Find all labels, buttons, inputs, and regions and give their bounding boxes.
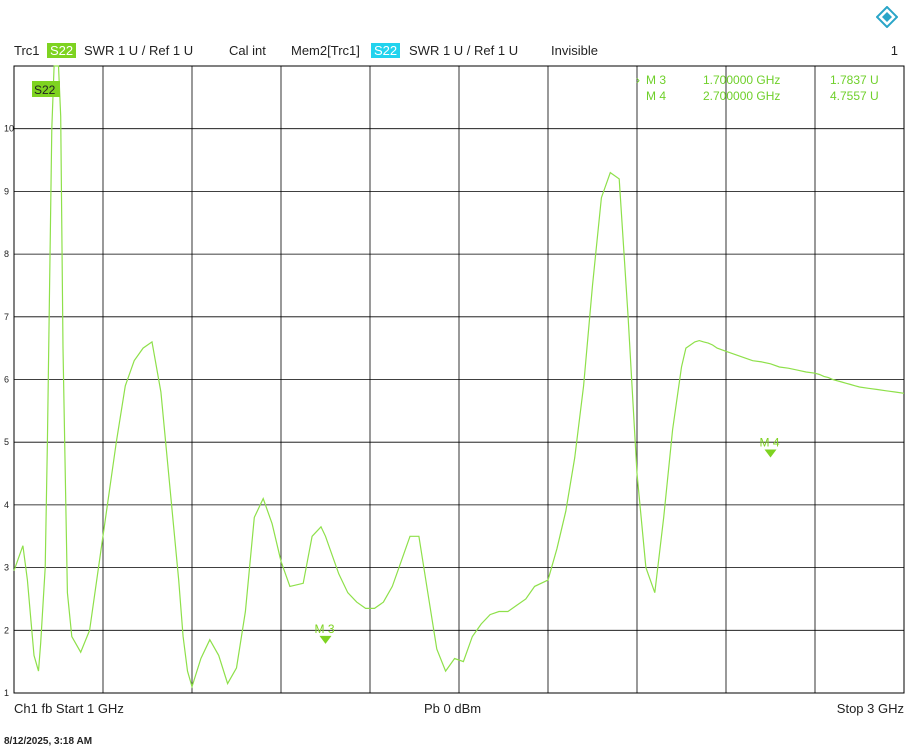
marker-label: M 3 <box>315 622 335 636</box>
trace1-param-chip[interactable]: S22 <box>47 43 77 58</box>
window-number: 1 <box>890 43 898 58</box>
y-tick-label: 1 <box>4 688 9 698</box>
trace-param-box-label: S22 <box>34 83 56 97</box>
marker-table-m3-name: M 3 <box>646 73 666 87</box>
marker-table-m3-value: 1.7837 U <box>830 73 879 87</box>
trace1-scale[interactable]: SWR 1 U / Ref 1 U <box>84 43 194 58</box>
trace1-cal-status: Cal int <box>229 43 266 58</box>
y-tick-label: 7 <box>4 312 9 322</box>
y-tick-label: 5 <box>4 437 9 447</box>
grid-lines <box>14 66 904 693</box>
trace-markers: M 3 M 4 <box>315 436 780 644</box>
marker-table-m3-freq: 1.700000 GHz <box>703 73 780 87</box>
memory-param-chip[interactable]: S22 <box>371 43 401 58</box>
source-power-label[interactable]: Pb 0 dBm <box>424 701 482 716</box>
s22-trace-line <box>13 65 905 689</box>
marker-label: M 4 <box>760 436 780 450</box>
y-tick-label: 9 <box>4 186 9 196</box>
screenshot-timestamp: 8/12/2025, 3:18 AM <box>4 736 93 747</box>
marker-triangle-icon[interactable] <box>764 449 777 458</box>
memory-scale[interactable]: SWR 1 U / Ref 1 U <box>409 43 519 58</box>
marker-triangle-icon[interactable] <box>319 635 332 644</box>
trace1-label[interactable]: Trc1 <box>14 43 40 58</box>
marker-readout-table: › M 3 1.700000 GHz 1.7837 U M 4 2.700000… <box>636 73 879 103</box>
channel-start-label[interactable]: Ch1 fb Start 1 GHz <box>14 701 124 716</box>
y-tick-label: 10 <box>4 124 14 134</box>
marker-table-arrow-icon: › <box>636 73 640 87</box>
marker-table-m4-value: 4.7557 U <box>830 89 879 103</box>
trace-header: Trc1 S22 SWR 1 U / Ref 1 U Cal int Mem2[… <box>14 43 898 61</box>
memory-trace-label[interactable]: Mem2[Trc1] <box>291 43 360 58</box>
y-tick-labels: 1 2 3 4 5 6 7 8 9 10 <box>4 124 14 698</box>
y-tick-label: 4 <box>4 500 9 510</box>
y-tick-label: 6 <box>4 375 9 385</box>
marker-table-m4-name: M 4 <box>646 89 666 103</box>
y-tick-label: 8 <box>4 249 9 259</box>
y-tick-label: 2 <box>4 625 9 635</box>
y-tick-label: 3 <box>4 563 9 573</box>
memory-visibility: Invisible <box>551 43 598 58</box>
stop-frequency-label[interactable]: Stop 3 GHz <box>836 701 904 716</box>
marker-table-m4-freq: 2.700000 GHz <box>703 89 780 103</box>
rohde-schwarz-logo-icon <box>876 6 898 28</box>
trace-param-box <box>32 81 60 97</box>
